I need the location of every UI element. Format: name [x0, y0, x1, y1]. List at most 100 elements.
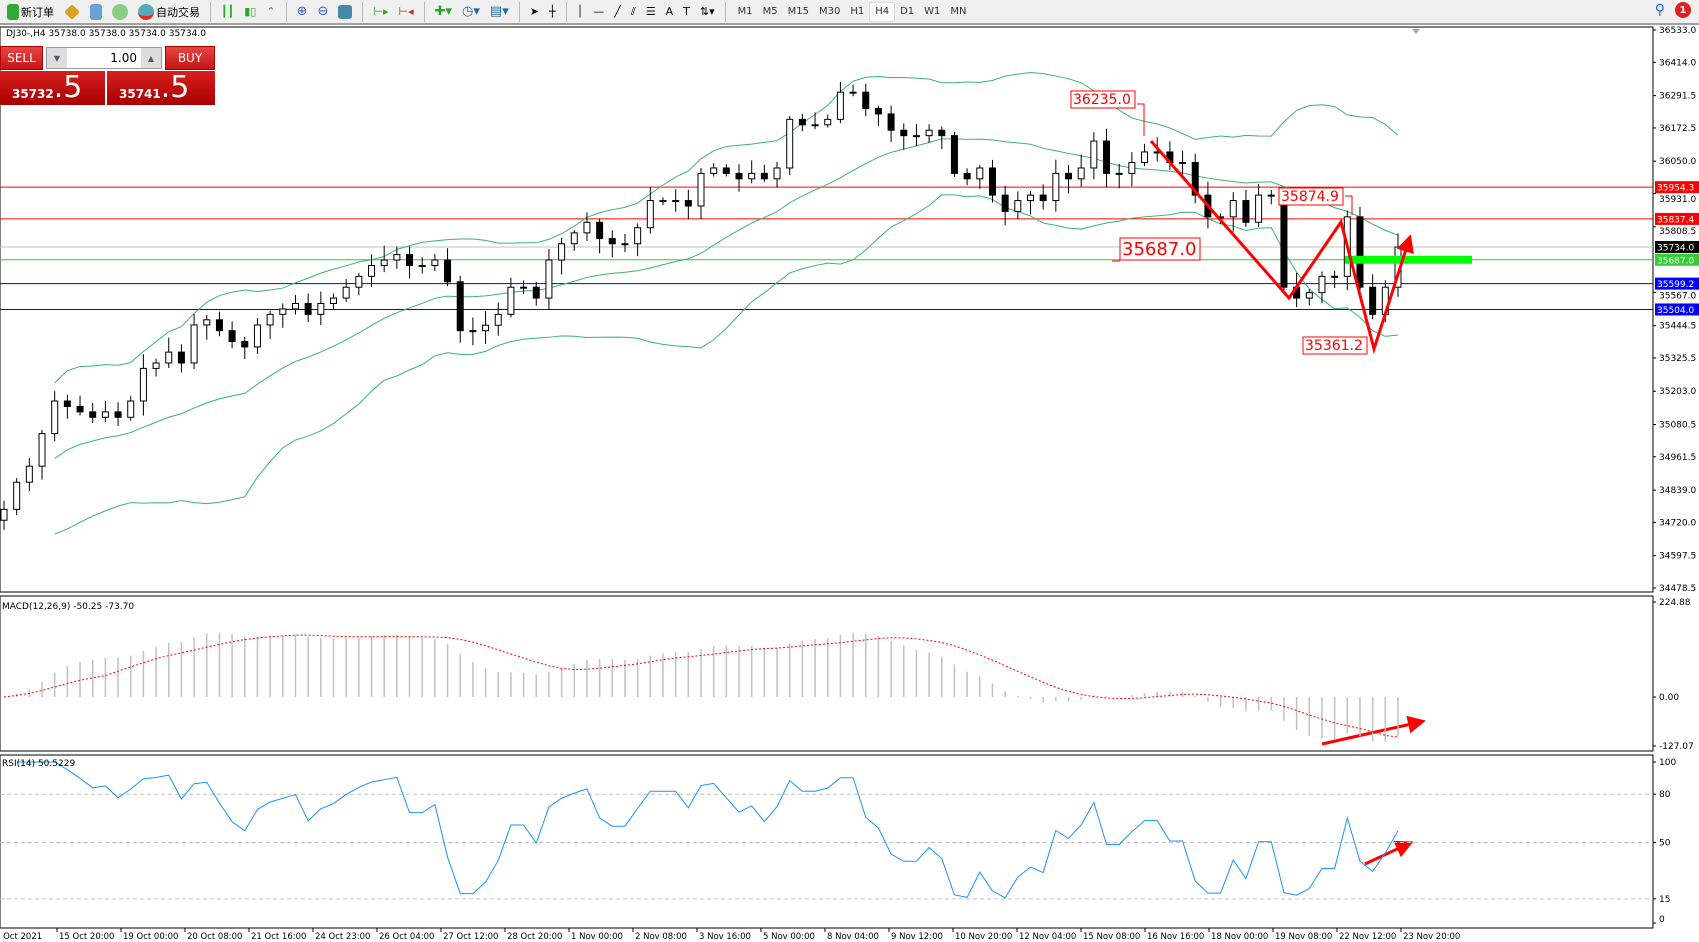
- candle-body: [1356, 216, 1364, 288]
- zoom-out-button[interactable]: ⊖: [314, 2, 331, 22]
- fibonacci-button[interactable]: ☰: [643, 2, 659, 22]
- zoom-in-button[interactable]: ⊕: [294, 2, 311, 22]
- auto-trading-icon: [138, 3, 154, 20]
- candle: [1026, 190, 1034, 215]
- channel-button[interactable]: ⫽: [628, 2, 639, 22]
- candle-chart-button[interactable]: ▮▯: [241, 2, 259, 22]
- text-button[interactable]: A: [663, 2, 677, 22]
- crosshair-button[interactable]: ┼: [546, 2, 559, 22]
- sell-price-last: .5: [53, 70, 83, 105]
- timeframe-h1[interactable]: H1: [850, 6, 865, 17]
- time-axis-label: 12 Nov 04:00: [1019, 932, 1076, 942]
- timeframe-m30[interactable]: M30: [818, 6, 841, 17]
- trendline-icon: ╱: [614, 5, 621, 18]
- candle-body: [925, 129, 933, 137]
- candle: [608, 230, 616, 258]
- timeframe-m15[interactable]: M15: [787, 6, 809, 17]
- candle-body: [114, 411, 122, 418]
- timeframe-d1[interactable]: D1: [900, 6, 915, 17]
- search-icon[interactable]: ⚲: [1654, 2, 1665, 18]
- candle: [342, 278, 350, 302]
- candle: [0, 500, 8, 530]
- buy-button[interactable]: BUY: [165, 46, 215, 70]
- time-axis-label: 16 Nov 16:00: [1147, 932, 1204, 942]
- decrease-lot-button[interactable]: ▼: [47, 48, 67, 68]
- candle-body: [748, 172, 756, 180]
- divider: [565, 1, 567, 22]
- trendline-button[interactable]: ╱: [611, 2, 624, 22]
- candle-body: [25, 465, 33, 483]
- navigator-button[interactable]: [87, 2, 105, 22]
- candle: [393, 246, 401, 269]
- timeframe-m1[interactable]: M1: [737, 6, 753, 17]
- candle: [190, 314, 198, 370]
- sell-price-main: 35732: [12, 87, 54, 101]
- time-axis-label: 18 Nov 00:00: [1211, 932, 1268, 942]
- sell-button[interactable]: SELL: [0, 46, 43, 70]
- price-level-tag: [1655, 212, 1699, 225]
- candle: [1255, 184, 1263, 228]
- price-annotation-box: [1302, 336, 1368, 355]
- timeframe-w1[interactable]: W1: [924, 6, 941, 17]
- auto-trading-button[interactable]: 自动交易: [135, 2, 203, 22]
- candle-body: [1267, 194, 1275, 197]
- candle-body: [241, 341, 249, 348]
- rsi-label: RSI(14) 50.5229: [2, 759, 75, 769]
- candle-body: [862, 91, 870, 109]
- time-axis-label: 27 Oct 12:00: [443, 932, 498, 942]
- chart-shift-button[interactable]: ⊢◂: [396, 2, 417, 22]
- autoscroll-icon: ⊢▸: [373, 5, 389, 18]
- price-level-label: 35734.0: [1657, 244, 1694, 254]
- increase-lot-button[interactable]: ▲: [141, 48, 161, 68]
- tile-icon: [338, 4, 353, 19]
- price-axis-label: 35567.0: [1659, 292, 1696, 302]
- price-level-tag: [1655, 277, 1699, 290]
- autoscroll-button[interactable]: ⊢▸: [370, 2, 391, 22]
- indicators-button[interactable]: ✚▾: [432, 2, 455, 22]
- cursor-button[interactable]: ➤: [527, 2, 542, 22]
- divider: [423, 1, 425, 22]
- candle-body: [697, 172, 705, 207]
- candle-body: [558, 243, 566, 261]
- bar-chart-button[interactable]: ┃┃: [218, 2, 237, 22]
- template-icon: ▤▾: [489, 4, 509, 19]
- lot-size-input[interactable]: 1.00: [110, 51, 137, 65]
- text-label-button[interactable]: T: [680, 2, 693, 22]
- lot-size-stepper[interactable]: ▼ 1.00 ▲: [46, 47, 162, 69]
- line-chart-button[interactable]: ⌃: [263, 2, 278, 22]
- tile-windows-button[interactable]: [335, 2, 355, 22]
- candle: [203, 314, 211, 340]
- candle: [253, 317, 261, 354]
- notification-badge[interactable]: 1: [1675, 2, 1691, 18]
- macd-histogram: [15, 632, 1399, 742]
- candle-body: [634, 227, 642, 245]
- timeframe-m5[interactable]: M5: [762, 6, 778, 17]
- sell-price[interactable]: 35732 .5: [0, 71, 105, 105]
- divider: [285, 1, 287, 22]
- zoom-out-icon: ⊖: [317, 4, 329, 19]
- timeframe-mn[interactable]: MN: [950, 6, 967, 17]
- rsi-axis-label: 50: [1659, 839, 1671, 849]
- add-indicator-icon: ✚▾: [434, 4, 453, 19]
- horizontal-line-button[interactable]: —: [590, 2, 607, 22]
- new-order-button[interactable]: 新订单: [4, 2, 57, 22]
- templates-button[interactable]: ▤▾: [487, 2, 512, 22]
- candle: [672, 189, 680, 212]
- timeframe-h4[interactable]: H4: [869, 1, 896, 22]
- buy-price[interactable]: 35741 .5: [107, 71, 215, 105]
- candle: [1039, 184, 1047, 210]
- candle-body: [849, 91, 857, 94]
- divider: [518, 1, 520, 22]
- time-axis-label: 5 Nov 00:00: [763, 932, 815, 942]
- price-level-label: 35599.2: [1657, 280, 1694, 290]
- time-axis-label: 22 Nov 12:00: [1339, 932, 1396, 942]
- arrows-button[interactable]: ⇅▾: [697, 2, 718, 22]
- candle-body: [1115, 172, 1123, 175]
- candle-body: [760, 172, 768, 180]
- candle: [114, 402, 122, 426]
- signal-button[interactable]: [109, 2, 131, 22]
- price-axis-label: 35325.5: [1659, 354, 1696, 364]
- vertical-line-button[interactable]: │: [574, 2, 587, 22]
- periods-button[interactable]: ◷▾: [459, 2, 483, 22]
